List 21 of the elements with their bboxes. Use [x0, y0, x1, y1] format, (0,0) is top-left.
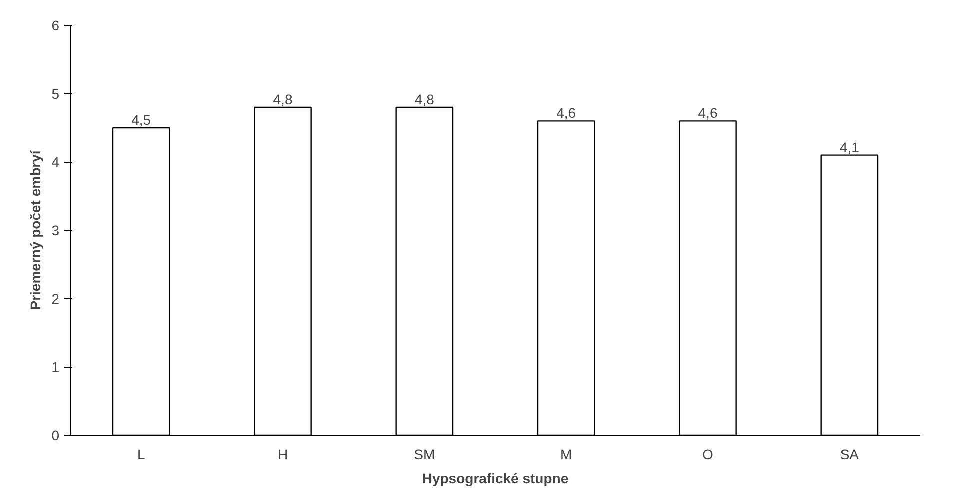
- data-label: 4,1: [840, 139, 860, 156]
- x-tick-label: SM: [414, 446, 436, 462]
- data-label: 4,6: [698, 105, 718, 122]
- x-tick-label: SA: [840, 446, 860, 462]
- y-tick-label: 3: [52, 222, 60, 238]
- y-tick-label: 1: [52, 359, 60, 376]
- data-label: 4,8: [273, 92, 293, 108]
- data-label: 4,6: [556, 105, 576, 122]
- x-tick-label: L: [137, 446, 146, 462]
- y-tick-label: 4: [52, 154, 60, 170]
- y-tick-label: 2: [52, 290, 60, 307]
- y-tick-label: 6: [52, 18, 60, 34]
- x-axis-title: Hypsografické stupne: [422, 470, 569, 486]
- data-label: 4,5: [132, 112, 152, 128]
- y-tick-label: 5: [52, 86, 60, 102]
- y-axis-title: Priemerný počet embryí: [28, 150, 44, 310]
- y-tick-label: 0: [52, 428, 60, 444]
- x-tick-label: M: [560, 446, 572, 462]
- x-tick-label: H: [278, 446, 288, 462]
- x-tick-label: O: [702, 446, 714, 462]
- data-label: 4,8: [414, 92, 435, 108]
